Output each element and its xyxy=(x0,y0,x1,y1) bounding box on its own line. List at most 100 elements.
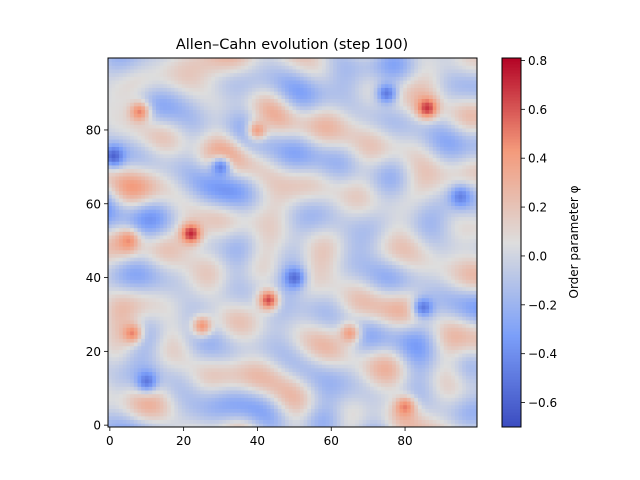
heatmap-cell xyxy=(403,397,408,402)
heatmap-cell xyxy=(144,415,149,421)
heatmap-cell xyxy=(152,260,157,266)
heatmap-cell xyxy=(336,260,341,266)
heatmap-cell xyxy=(417,268,423,273)
heatmap-cell xyxy=(366,382,371,387)
heatmap-cell xyxy=(251,401,256,406)
heatmap-cell xyxy=(126,390,131,395)
heatmap-cell xyxy=(144,353,149,358)
heatmap-cell xyxy=(262,308,268,314)
heatmap-cell xyxy=(288,260,293,266)
heatmap-cell xyxy=(340,367,345,373)
heatmap-cell xyxy=(108,297,113,302)
heatmap-cell xyxy=(414,423,419,428)
heatmap-cell xyxy=(473,390,478,395)
heatmap-cell xyxy=(277,257,282,262)
heatmap-cell xyxy=(178,253,183,258)
heatmap-cell xyxy=(377,246,382,251)
heatmap-cell xyxy=(322,382,327,387)
heatmap-cell xyxy=(325,275,330,280)
heatmap-cell xyxy=(167,386,172,391)
heatmap-cell xyxy=(344,305,349,310)
heatmap-cell xyxy=(240,360,245,365)
heatmap-cell xyxy=(229,382,234,387)
heatmap-cell xyxy=(358,286,364,291)
heatmap-cell xyxy=(299,297,304,302)
heatmap-cell xyxy=(111,260,116,266)
heatmap-cell xyxy=(465,404,471,409)
heatmap-cell xyxy=(207,386,212,391)
heatmap-cell xyxy=(358,360,364,365)
heatmap-cell xyxy=(119,319,124,325)
heatmap-cell xyxy=(167,331,172,336)
heatmap-cell xyxy=(440,393,445,398)
heatmap-cell xyxy=(270,419,275,424)
heatmap-cell xyxy=(369,338,375,343)
heatmap-cell xyxy=(388,290,393,295)
heatmap-cell xyxy=(130,294,135,299)
heatmap-cell xyxy=(325,268,330,273)
heatmap-cell xyxy=(285,356,290,361)
heatmap-cell xyxy=(395,286,400,291)
heatmap-cell xyxy=(207,249,212,254)
heatmap-cell xyxy=(229,379,234,384)
heatmap-cell xyxy=(255,349,260,354)
heatmap-cell xyxy=(259,260,264,266)
heatmap-cell xyxy=(189,286,194,291)
heatmap-cell xyxy=(381,297,386,302)
heatmap-cell xyxy=(347,279,352,284)
heatmap-cell xyxy=(285,375,290,380)
heatmap-cell xyxy=(425,242,430,247)
heatmap-cell xyxy=(395,353,400,358)
heatmap-cell xyxy=(189,316,194,321)
heatmap-cell xyxy=(122,268,127,273)
heatmap-cell xyxy=(314,316,319,321)
heatmap-cell xyxy=(307,327,312,332)
heatmap-cell xyxy=(443,386,448,391)
heatmap-cell xyxy=(340,242,345,247)
heatmap-cell xyxy=(189,371,194,376)
heatmap-cell xyxy=(425,415,430,421)
heatmap-cell xyxy=(458,301,463,306)
heatmap-cell xyxy=(473,353,478,358)
heatmap-cell xyxy=(384,386,389,391)
heatmap-cell xyxy=(215,360,220,365)
heatmap-cell xyxy=(211,371,216,376)
heatmap-cell xyxy=(355,334,360,339)
heatmap-cell xyxy=(384,423,389,428)
heatmap-cell xyxy=(296,308,301,314)
heatmap-cell xyxy=(344,275,349,280)
heatmap-cell xyxy=(167,353,172,358)
heatmap-cell xyxy=(185,412,190,417)
heatmap-cell xyxy=(115,268,120,273)
heatmap-cell xyxy=(425,349,430,354)
heatmap-cell xyxy=(170,349,175,354)
heatmap-cell xyxy=(222,312,227,317)
heatmap-cell xyxy=(259,349,264,354)
heatmap-cell xyxy=(425,334,430,339)
heatmap-cell xyxy=(381,401,386,406)
heatmap-cell xyxy=(406,356,411,361)
heatmap-cell xyxy=(288,253,293,258)
heatmap-cell xyxy=(462,353,467,358)
heatmap-cell xyxy=(344,342,349,347)
heatmap-cell xyxy=(369,305,375,310)
heatmap-cell xyxy=(333,253,338,258)
heatmap-cell xyxy=(406,408,411,413)
heatmap-cell xyxy=(440,290,445,295)
heatmap-cell xyxy=(340,264,345,269)
heatmap-cell xyxy=(344,260,349,266)
heatmap-cell xyxy=(259,412,264,417)
heatmap-cell xyxy=(274,360,279,365)
heatmap-cell xyxy=(469,342,474,347)
heatmap-cell xyxy=(270,390,275,395)
heatmap-cell xyxy=(384,382,389,387)
heatmap-cell xyxy=(403,356,408,361)
heatmap-cell xyxy=(451,257,456,262)
heatmap-cell xyxy=(211,412,216,417)
heatmap-cell xyxy=(215,279,220,284)
heatmap-cell xyxy=(395,345,400,350)
heatmap-cell xyxy=(373,308,378,314)
heatmap-cell xyxy=(406,297,411,302)
heatmap-cell xyxy=(440,316,445,321)
heatmap-cell xyxy=(410,268,415,273)
